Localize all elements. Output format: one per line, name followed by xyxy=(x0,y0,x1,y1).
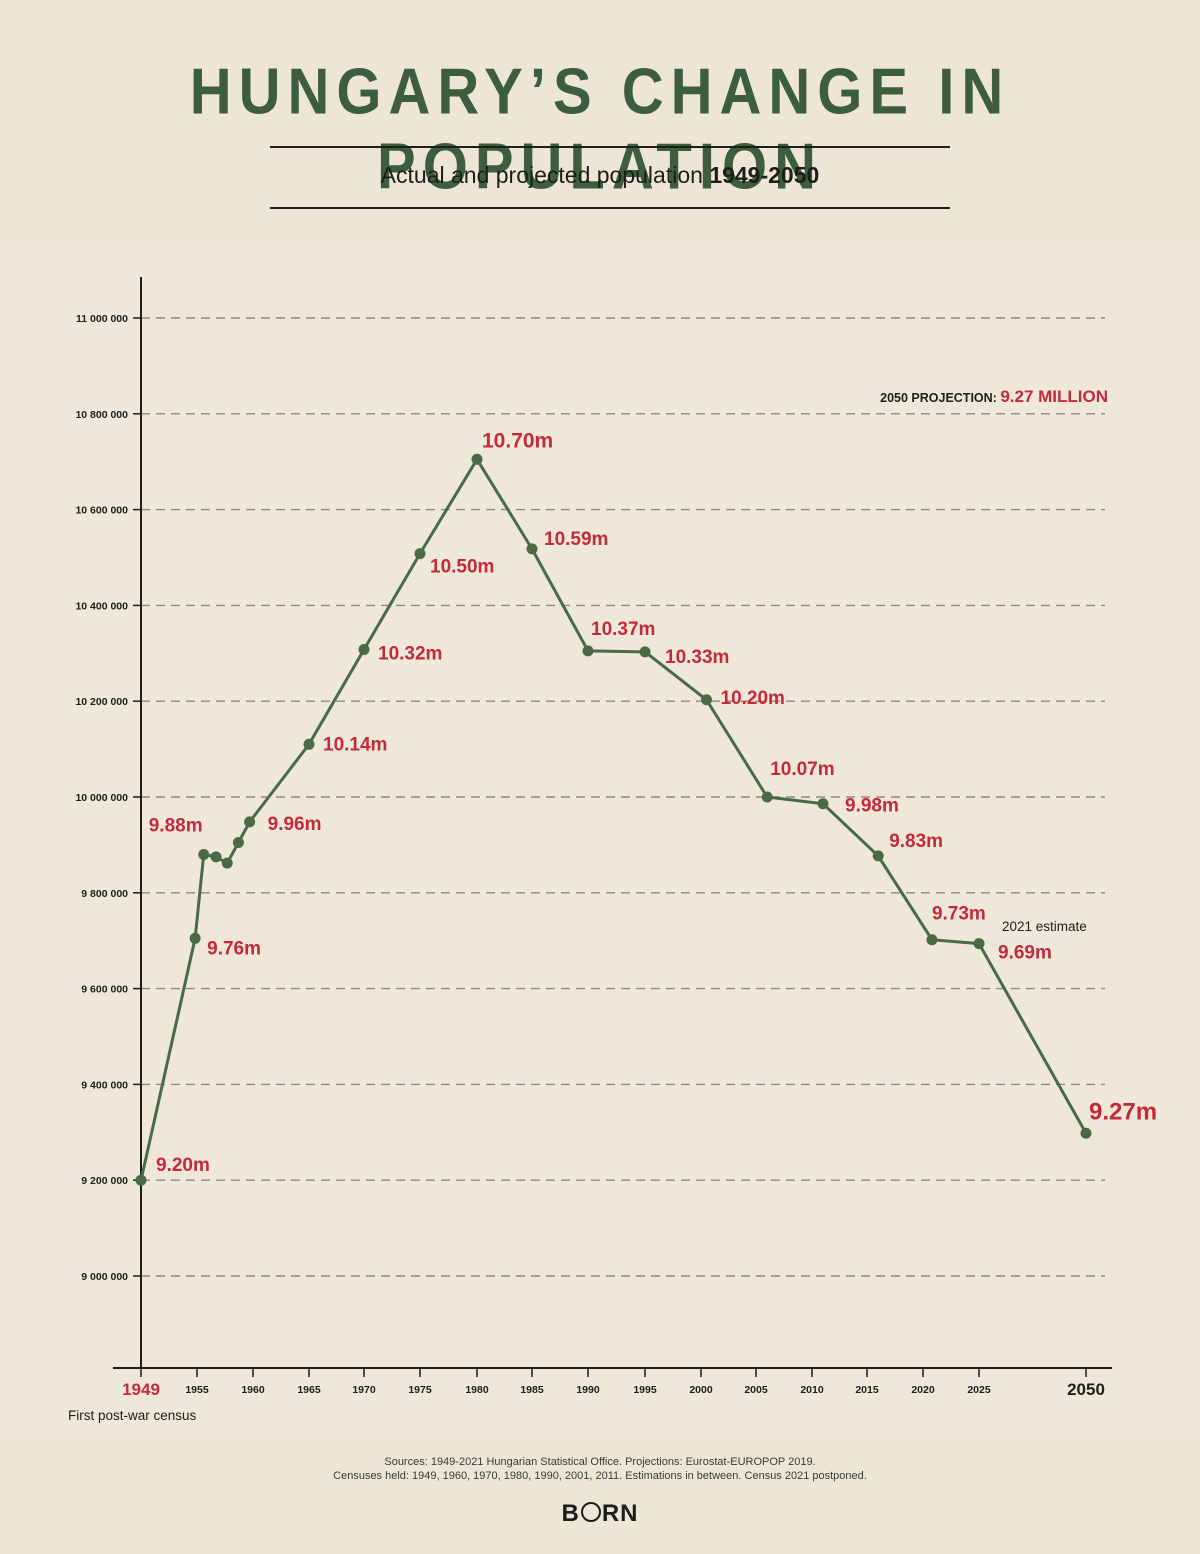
data-point xyxy=(232,837,244,849)
y-tick-label: 9 800 000 xyxy=(81,888,128,900)
data-label: 10.32m xyxy=(378,643,442,664)
x-tick-label: 1965 xyxy=(297,1384,321,1396)
data-label: 9.73m xyxy=(932,904,986,925)
data-point xyxy=(973,938,985,950)
data-point xyxy=(471,453,483,465)
x-tick-label: 1960 xyxy=(241,1384,265,1396)
data-point xyxy=(1080,1127,1092,1139)
data-point xyxy=(761,791,773,803)
data-point xyxy=(244,816,256,828)
projection-annotation: 2050 PROJECTION: 9.27 MILLION xyxy=(880,387,1108,406)
logo-letter-b: B xyxy=(561,1500,580,1527)
subtitle-text: Actual and projected population xyxy=(380,162,710,188)
data-point xyxy=(414,548,426,560)
data-label: 9.69m xyxy=(998,943,1052,964)
data-label: 10.50m xyxy=(430,557,494,578)
data-point xyxy=(221,857,233,869)
x-tick-label: 2000 xyxy=(689,1384,713,1396)
grid-layer xyxy=(141,317,1105,1277)
birn-logo: B RN xyxy=(0,1500,1200,1528)
x-tick-label: 2020 xyxy=(911,1384,935,1396)
data-label: 9.88m xyxy=(149,815,203,836)
x-tick-label: 2025 xyxy=(967,1384,991,1396)
y-tick-label: 9 400 000 xyxy=(81,1079,128,1091)
title-rule-bottom xyxy=(270,207,950,209)
title-rule-top xyxy=(270,146,950,148)
x-tick-label: 1975 xyxy=(408,1384,432,1396)
data-label: 9.83m xyxy=(889,831,943,852)
chart-panel xyxy=(0,243,1200,1440)
data-point xyxy=(189,932,201,944)
data-point xyxy=(639,646,651,658)
subtitle-years: 1949-2050 xyxy=(709,162,820,188)
sources-text: Sources: 1949-2021 Hungarian Statistical… xyxy=(384,1456,816,1468)
census-note: First post-war census xyxy=(68,1408,197,1423)
page-title: HUNGARY’S CHANGE IN POPULATION xyxy=(189,55,1011,203)
data-label: 10.37m xyxy=(591,619,655,640)
x-tick-label: 1970 xyxy=(352,1384,376,1396)
estimate-note: 2021 estimate xyxy=(1002,919,1087,934)
data-point xyxy=(926,934,938,946)
y-tick-label: 11 000 000 xyxy=(76,313,128,325)
data-point xyxy=(817,798,829,810)
data-point xyxy=(303,738,315,750)
x-tick-label: 1985 xyxy=(520,1384,544,1396)
series-layer xyxy=(135,453,1092,1186)
data-point xyxy=(872,850,884,862)
projection-value: 9.27 MILLION xyxy=(1000,387,1108,406)
y-tick-label: 10 000 000 xyxy=(75,792,128,804)
data-point xyxy=(358,643,370,655)
y-tick-label: 9 200 000 xyxy=(81,1175,128,1187)
logo-ring-icon xyxy=(580,1502,601,1522)
label-layer: 9.20m 9.76m 9.88m 9.96m 10.14m 10.32m 10.50m 10… xyxy=(149,429,1157,1176)
data-label: 9.76m xyxy=(207,938,261,959)
projection-prefix: 2050 PROJECTION: xyxy=(880,391,1000,405)
censuses-text: Censuses held: 1949, 1960, 1970, 1980, 1… xyxy=(333,1470,867,1482)
data-point xyxy=(210,851,222,863)
page-subtitle: Actual and projected population 1949-205… xyxy=(0,162,1200,189)
y-tick-label: 9 600 000 xyxy=(81,984,128,996)
x-tick-label: 1955 xyxy=(185,1384,209,1396)
data-point xyxy=(582,645,594,657)
y-tick-label: 10 200 000 xyxy=(75,696,128,708)
x-tick-label: 2005 xyxy=(744,1384,768,1396)
data-point xyxy=(526,543,538,555)
data-label: 10.14m xyxy=(323,734,387,755)
y-tick-label: 10 800 000 xyxy=(75,409,128,421)
data-label: 10.20m xyxy=(721,688,785,709)
data-label: 9.98m xyxy=(845,796,899,817)
y-tick-label: 10 600 000 xyxy=(75,505,128,517)
data-label: 10.33m xyxy=(665,647,729,668)
axis-layer: 9 000 000 9 200 000 9 400 000 9 600 000 9 80… xyxy=(75,277,1112,1399)
x-tick-label: 1995 xyxy=(633,1384,657,1396)
data-point xyxy=(135,1174,147,1186)
x-tick-label: 2050 xyxy=(1067,1380,1105,1399)
y-tick-label: 10 400 000 xyxy=(75,600,128,612)
y-tick-label: 9 000 000 xyxy=(81,1271,128,1283)
x-tick-label: 1990 xyxy=(576,1384,600,1396)
x-tick-label: 1949 xyxy=(122,1380,160,1399)
data-point xyxy=(198,848,210,860)
data-label: 9.27m xyxy=(1089,1098,1157,1125)
data-label: 9.96m xyxy=(268,814,322,835)
x-tick-label: 1980 xyxy=(465,1384,489,1396)
logo-letters-rn: RN xyxy=(601,1500,639,1527)
data-point xyxy=(701,694,712,706)
data-label: 10.70m xyxy=(482,429,553,452)
data-label: 10.07m xyxy=(770,759,834,780)
x-tick-label: 2015 xyxy=(855,1384,879,1396)
data-label: 10.59m xyxy=(544,529,608,550)
x-tick-label: 2010 xyxy=(800,1384,824,1396)
footer-sources: Sources: 1949-2021 Hungarian Statistical… xyxy=(0,1455,1200,1483)
data-label: 9.20m xyxy=(156,1155,210,1176)
